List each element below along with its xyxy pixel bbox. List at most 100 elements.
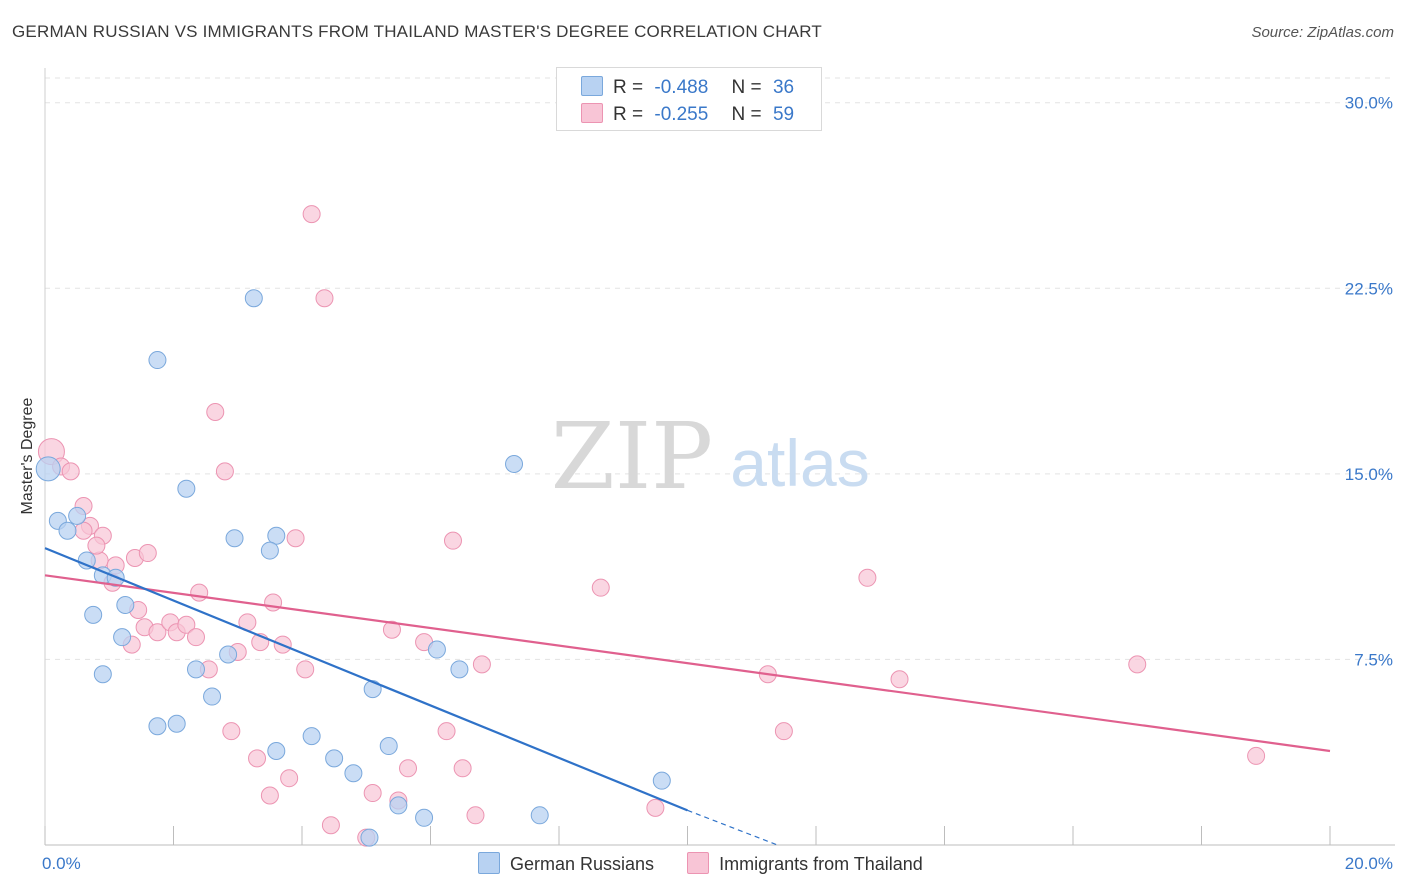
pink-point bbox=[148, 623, 167, 642]
y-tick-label: 7.5% bbox=[1354, 650, 1393, 669]
pink-point bbox=[363, 784, 382, 803]
legend-n-label: N = bbox=[731, 104, 762, 125]
pink-point bbox=[260, 786, 279, 805]
blue-point bbox=[77, 551, 96, 570]
pink-point bbox=[280, 769, 299, 788]
blue-point bbox=[116, 596, 135, 615]
blue-point bbox=[379, 737, 398, 756]
legend-row-german-russians: R = -0.488 N = 36 bbox=[581, 76, 794, 98]
blue-point bbox=[186, 660, 205, 679]
blue-point bbox=[267, 741, 286, 760]
watermark: ZIP atlas bbox=[551, 403, 870, 510]
legend-item-german-russians: German Russians bbox=[478, 852, 654, 875]
correlation-legend: R = -0.488 N = 36 R = -0.255 N = 59 bbox=[556, 67, 822, 131]
pink-point bbox=[466, 806, 485, 825]
blue-point bbox=[203, 687, 222, 706]
pink-point bbox=[1247, 746, 1266, 765]
blue-point bbox=[219, 645, 238, 664]
pink-point bbox=[858, 568, 877, 587]
pink-point bbox=[315, 289, 334, 308]
axes bbox=[44, 68, 1395, 846]
tick-labels: 7.5% 15.0% 22.5% 30.0% 0.0% 20.0% bbox=[42, 94, 1393, 873]
trend-line-immigrants-from-thailand bbox=[44, 574, 1331, 753]
pink-point bbox=[206, 403, 225, 422]
pink-point bbox=[138, 544, 157, 563]
pink-point bbox=[774, 722, 793, 741]
pink-point bbox=[437, 722, 456, 741]
pink-point bbox=[646, 798, 665, 817]
legend-r-value: -0.255 bbox=[654, 104, 709, 125]
pink-point bbox=[890, 670, 909, 689]
legend-item-immigrants-from-thailand: Immigrants from Thailand bbox=[687, 852, 923, 875]
pink-swatch-icon bbox=[581, 103, 603, 123]
pink-point bbox=[453, 759, 472, 778]
pink-point bbox=[286, 529, 305, 548]
grid-lines bbox=[45, 77, 1395, 660]
legend-r-value: -0.488 bbox=[654, 77, 709, 98]
x-tick-label-start: 0.0% bbox=[42, 854, 81, 873]
chart-title: GERMAN RUSSIAN VS IMMIGRANTS FROM THAILA… bbox=[12, 22, 822, 41]
y-axis-label: Master's Degree bbox=[19, 397, 36, 515]
trend-lines bbox=[44, 547, 1331, 846]
blue-point bbox=[652, 771, 671, 790]
pink-point bbox=[399, 759, 418, 778]
blue-point bbox=[363, 680, 382, 699]
blue-point bbox=[84, 605, 103, 624]
blue-point bbox=[450, 660, 469, 679]
watermark-zip: ZIP bbox=[551, 403, 713, 510]
blue-point bbox=[260, 541, 279, 560]
blue-point bbox=[148, 351, 167, 370]
pink-point bbox=[190, 583, 209, 602]
blue-point bbox=[93, 665, 112, 684]
blue-point bbox=[325, 749, 344, 768]
blue-point bbox=[58, 521, 77, 540]
legend-n-value: 59 bbox=[772, 104, 795, 125]
legend-r-label: R = bbox=[613, 104, 644, 125]
blue-point bbox=[344, 764, 363, 783]
x-tick-label-end: 20.0% bbox=[1345, 854, 1393, 873]
legend-r-label: R = bbox=[613, 77, 644, 98]
series-legend: German Russians Immigrants from Thailand bbox=[478, 852, 951, 875]
series-german-russians bbox=[35, 289, 671, 847]
blue-point bbox=[267, 526, 286, 545]
legend-n-value: 36 bbox=[772, 77, 795, 98]
pink-point bbox=[87, 536, 106, 555]
blue-point bbox=[225, 529, 244, 548]
blue-point bbox=[530, 806, 549, 825]
blue-point bbox=[35, 456, 61, 482]
legend-row-immigrants-from-thailand: R = -0.255 N = 59 bbox=[581, 103, 794, 125]
pink-point bbox=[61, 462, 80, 481]
blue-point bbox=[68, 506, 87, 525]
blue-swatch-icon bbox=[581, 76, 603, 96]
blue-point bbox=[113, 628, 132, 647]
blue-point bbox=[389, 796, 408, 815]
pink-point bbox=[443, 531, 462, 550]
blue-point bbox=[427, 640, 446, 659]
blue-point bbox=[360, 828, 379, 847]
y-tick-label: 30.0% bbox=[1345, 94, 1393, 113]
y-tick-label: 15.0% bbox=[1345, 465, 1393, 484]
pink-point bbox=[215, 462, 234, 481]
pink-point bbox=[248, 749, 267, 768]
pink-point bbox=[321, 816, 340, 835]
pink-point bbox=[177, 615, 196, 634]
blue-point bbox=[244, 289, 263, 308]
pink-point bbox=[591, 578, 610, 597]
blue-swatch-icon bbox=[478, 852, 500, 874]
watermark-atlas: atlas bbox=[730, 426, 869, 500]
pink-point bbox=[296, 660, 315, 679]
blue-point bbox=[302, 727, 321, 746]
blue-point bbox=[415, 808, 434, 827]
blue-point bbox=[505, 454, 524, 473]
pink-point bbox=[302, 205, 321, 224]
trend-line-german-russians-extension bbox=[687, 809, 778, 846]
pink-swatch-icon bbox=[687, 852, 710, 874]
pink-point bbox=[222, 722, 241, 741]
pink-point bbox=[264, 593, 283, 612]
pink-point bbox=[186, 628, 205, 647]
pink-point bbox=[1128, 655, 1147, 674]
legend-label: Immigrants from Thailand bbox=[719, 854, 923, 874]
legend-n-label: N = bbox=[731, 77, 762, 98]
trend-line-german-russians bbox=[44, 547, 688, 812]
